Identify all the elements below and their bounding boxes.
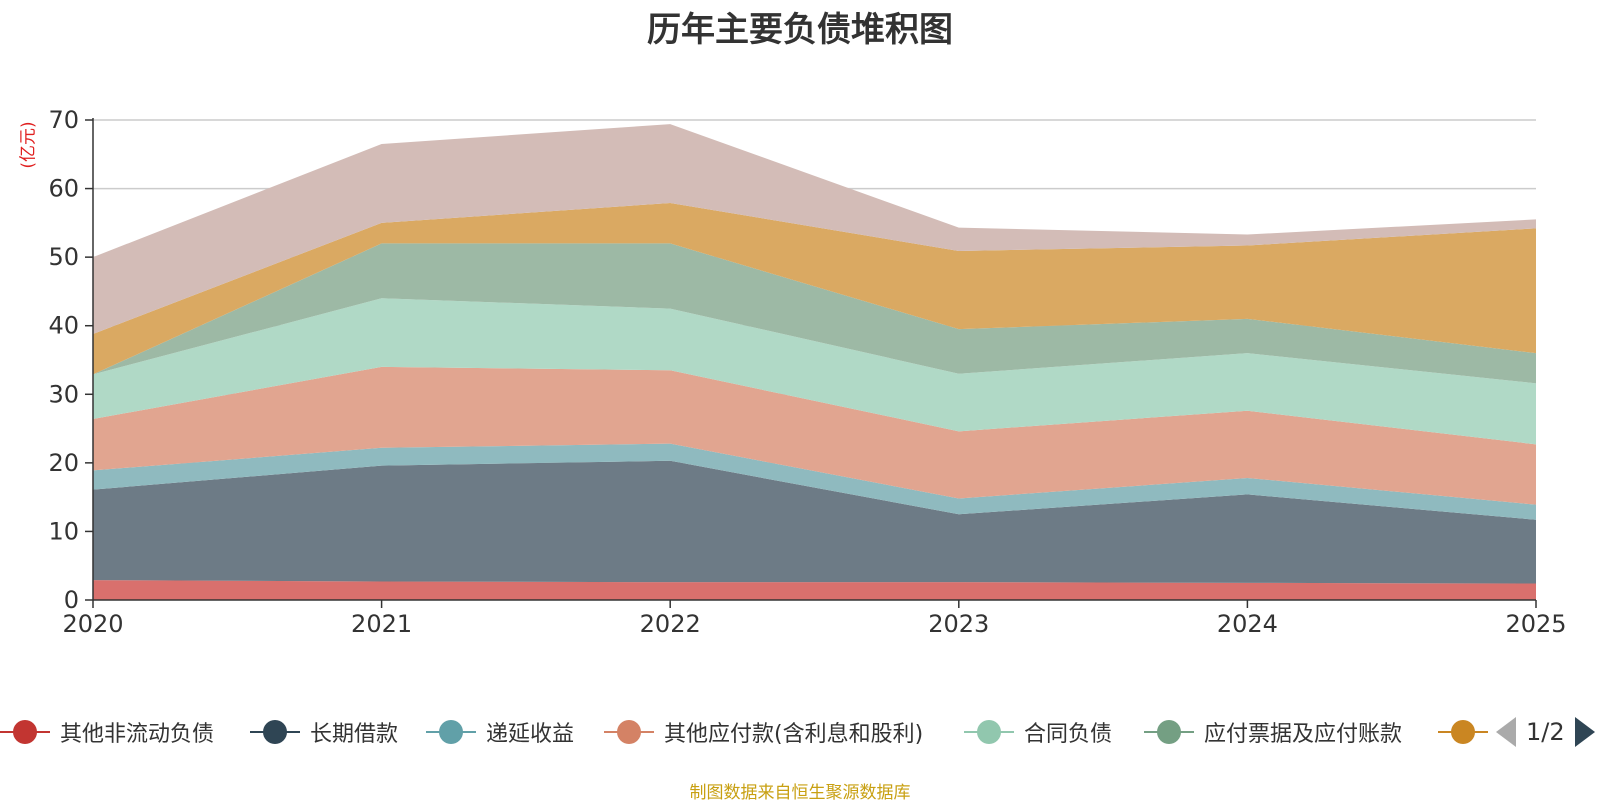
series-area-1[interactable] (93, 460, 1536, 584)
legend-item[interactable]: 其他应付款(含利息和股利) (604, 712, 923, 752)
y-tick-label: 30 (48, 380, 79, 408)
stacked-area-chart: 0 10 20 30 40 50 60 70 2020 2021 2022 2023 2024 2025 (48, 106, 1566, 638)
y-tick-label: 0 (64, 586, 79, 614)
legend-item[interactable]: 其他非流动负债 (0, 712, 214, 752)
series-area-6[interactable] (93, 202, 1536, 375)
legend-page-indicator: 1/2 (1526, 718, 1565, 746)
y-tick-label: 20 (48, 449, 79, 477)
x-tick-label: 2023 (928, 610, 989, 638)
series-area-2[interactable] (93, 443, 1536, 520)
triangle-left-icon[interactable] (1496, 717, 1516, 747)
legend-label: 其他应付款(含利息和股利) (664, 722, 924, 747)
x-tick-label: 2020 (62, 610, 123, 638)
series-area-7[interactable] (93, 124, 1536, 334)
legend-item[interactable]: 长期借款 (250, 712, 398, 752)
legend-marker-icon (250, 712, 300, 752)
legend-label: 应付票据及应付账款 (1204, 722, 1403, 747)
x-tick-label: 2025 (1505, 610, 1566, 638)
legend-item[interactable]: 应付票据及应付账款 (1144, 712, 1402, 752)
x-tick-label: 2021 (351, 610, 412, 638)
legend-marker-icon (426, 712, 476, 752)
y-tick-label: 50 (48, 243, 79, 271)
legend-marker-icon (1438, 712, 1488, 752)
source-note: 制图数据来自恒生聚源数据库 (689, 783, 911, 803)
legend-label: 合同负债 (1024, 722, 1113, 747)
legend: 其他非流动负债 长期借款 递延收益 其他应付款(含利息和股利) 合同负债 应付票据及应付账… (0, 712, 1600, 752)
legend-marker-icon (604, 712, 654, 752)
triangle-right-icon[interactable] (1574, 717, 1595, 747)
legend-item[interactable]: 递延收益 (426, 712, 574, 752)
chart-title: 历年主要负债堆积图 (647, 10, 953, 50)
series-area-4[interactable] (93, 298, 1536, 445)
legend-label: 递延收益 (486, 722, 575, 747)
legend-label: 其他非流动负债 (60, 722, 215, 747)
legend-marker-icon (1144, 712, 1194, 752)
x-tick-label: 2024 (1217, 610, 1278, 638)
legend-label: 长期借款 (310, 722, 399, 747)
tick-labels: 0 10 20 30 40 50 60 70 2020 2021 2022 2023 2024 2025 (48, 106, 1566, 638)
y-tick-label: 70 (48, 106, 79, 134)
legend-item[interactable] (1438, 712, 1488, 752)
legend-marker-icon (964, 712, 1014, 752)
series-area-5[interactable] (93, 243, 1536, 384)
y-tick-label: 10 (48, 517, 79, 545)
x-tick-label: 2022 (640, 610, 701, 638)
series-area-0[interactable] (93, 580, 1536, 600)
legend-marker-icon (0, 712, 50, 752)
legend-item[interactable]: 合同负债 (964, 712, 1112, 752)
axes (85, 118, 1537, 608)
y-tick-label: 60 (48, 175, 79, 203)
legend-pager: 1/2 (1496, 712, 1595, 752)
series-area-3[interactable] (93, 366, 1536, 505)
y-tick-label: 40 (48, 312, 79, 340)
series-areas (93, 124, 1536, 600)
